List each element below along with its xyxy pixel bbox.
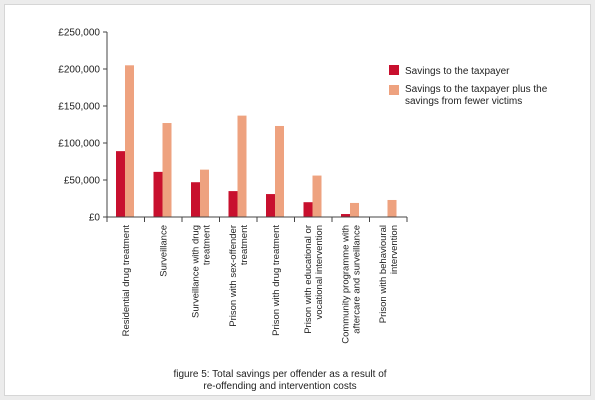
- y-tick-label: £200,000: [58, 65, 100, 76]
- bar-taxpayer-plus-victims: [387, 199, 397, 217]
- savings-bar-chart: £0 £50,000 £100,000 £150,000 £200,000 £250,00…: [58, 28, 548, 393]
- figure-caption: re-offending and intervention costs: [203, 381, 356, 392]
- x-category-label: Prison with sex-offender: [228, 225, 239, 327]
- x-category-label: treatment: [201, 225, 212, 265]
- bar-taxpayer: [341, 214, 350, 217]
- bar-taxpayer-plus-victims: [162, 123, 172, 217]
- bar-taxpayer: [303, 202, 313, 217]
- bar-taxpayer-plus-victims: [275, 125, 284, 217]
- bar-taxpayer-plus-victims: [237, 115, 247, 217]
- x-category-label: Surveillance: [158, 225, 169, 277]
- legend-label-taxpayer: Savings to the taxpayer: [405, 66, 510, 77]
- y-tick-label: £150,000: [58, 102, 100, 113]
- bar-taxpayer-plus-victims: [125, 65, 134, 217]
- x-category-label: treatment: [239, 225, 250, 265]
- x-category-label: Residential drug treatment: [121, 225, 132, 337]
- bar-taxpayer-plus-victims: [312, 175, 322, 217]
- legend-label-taxpayer-plus-victims: savings from fewer victims: [405, 96, 522, 107]
- x-category-label: aftercare and surveillance: [351, 225, 362, 334]
- bar-taxpayer-plus-victims: [350, 202, 359, 217]
- x-category-label: Prison with drug treatment: [271, 225, 282, 336]
- legend-label-taxpayer-plus-victims: Savings to the taxpayer plus the: [405, 84, 548, 95]
- y-tick-label: £0: [89, 213, 101, 224]
- bar-taxpayer: [228, 191, 238, 217]
- x-category-label: vocational intervention: [314, 225, 325, 320]
- figure-page: £0 £50,000 £100,000 £150,000 £200,000 £250,00…: [4, 4, 591, 396]
- figure-caption: figure 5: Total savings per offender as …: [173, 369, 386, 380]
- y-tick-label: £250,000: [58, 28, 100, 39]
- bar-taxpayer: [266, 194, 275, 217]
- y-tick-label: £50,000: [64, 176, 101, 187]
- x-category-label: Surveillance with drug: [190, 225, 201, 318]
- x-category-label: Prison with educational or: [303, 225, 314, 334]
- x-category-label: intervention: [389, 225, 400, 274]
- legend-swatch-taxpayer: [389, 65, 399, 75]
- bar-taxpayer-plus-victims: [200, 169, 209, 217]
- x-category-label: Prison with behavioural: [378, 225, 389, 323]
- bar-taxpayer: [153, 171, 163, 217]
- bar-taxpayer: [116, 151, 125, 217]
- x-category-label: Community programme with: [340, 225, 351, 344]
- y-tick-label: £100,000: [58, 139, 100, 150]
- legend-swatch-taxpayer-plus-victims: [389, 85, 399, 95]
- bar-taxpayer: [191, 182, 200, 217]
